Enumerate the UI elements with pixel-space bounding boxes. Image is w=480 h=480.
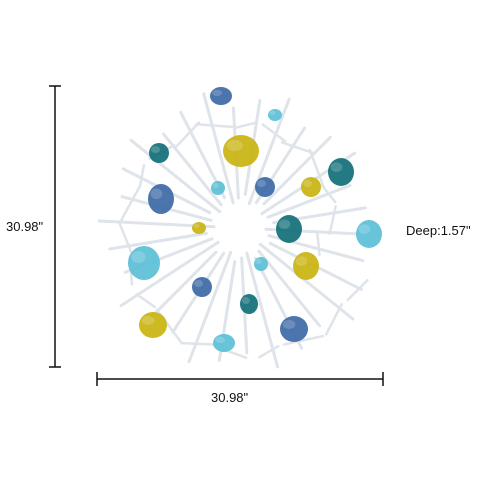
metal-spoke xyxy=(129,138,222,214)
disc-highlight xyxy=(269,110,276,115)
metal-crossbar xyxy=(180,341,217,346)
colored-disc xyxy=(213,334,235,352)
disc-highlight xyxy=(212,183,219,188)
metal-crossbar xyxy=(233,121,258,130)
disc-highlight xyxy=(358,224,371,235)
metal-crossbar xyxy=(261,123,287,143)
colored-disc xyxy=(210,87,232,105)
metal-crossbar xyxy=(346,278,369,302)
metal-spoke xyxy=(262,135,332,206)
height-label: 30.98" xyxy=(6,219,44,234)
disc-highlight xyxy=(282,319,296,330)
metal-spoke xyxy=(257,249,322,328)
colored-disc xyxy=(223,135,259,167)
depth-label: Deep:1.57" xyxy=(406,223,471,238)
colored-disc xyxy=(149,143,169,163)
metal-spoke xyxy=(202,92,235,205)
colored-disc xyxy=(139,312,167,338)
metal-spoke xyxy=(266,183,352,219)
colored-disc xyxy=(211,181,225,195)
width-label: 30.98" xyxy=(211,390,249,405)
colored-disc xyxy=(301,177,321,197)
colored-disc xyxy=(276,215,302,243)
disc-highlight xyxy=(212,89,223,96)
height-dimension-line xyxy=(49,85,61,368)
colored-disc xyxy=(356,220,382,248)
metal-crossbar xyxy=(316,231,321,257)
colored-disc xyxy=(148,184,174,214)
disc-highlight xyxy=(255,259,262,264)
metal-spoke xyxy=(258,242,355,321)
metal-crossbar xyxy=(320,183,337,204)
metal-spoke xyxy=(245,251,280,369)
disc-highlight xyxy=(257,180,266,187)
metal-crossbar xyxy=(308,148,326,189)
colored-disc xyxy=(255,177,275,197)
metal-crossbar xyxy=(118,186,141,225)
disc-highlight xyxy=(241,297,250,304)
colored-disc xyxy=(240,294,258,314)
metal-crossbar xyxy=(174,121,201,149)
colored-disc-group xyxy=(128,87,382,352)
disc-highlight xyxy=(278,219,291,230)
disc-highlight xyxy=(193,223,200,228)
metal-crossbar xyxy=(280,141,316,155)
metal-crossbar xyxy=(135,293,156,309)
colored-disc xyxy=(268,109,282,121)
disc-highlight xyxy=(151,146,160,153)
colored-disc xyxy=(293,252,319,280)
metal-crossbar xyxy=(324,302,343,336)
metal-crossbar xyxy=(282,334,325,346)
disc-highlight xyxy=(215,336,226,343)
colored-disc xyxy=(192,277,212,297)
colored-disc xyxy=(254,257,268,271)
disc-highlight xyxy=(330,162,343,173)
metal-crossbar xyxy=(258,344,280,359)
disc-highlight xyxy=(303,180,312,187)
metal-crossbar xyxy=(328,205,337,235)
disc-highlight xyxy=(226,139,243,151)
disc-highlight xyxy=(295,256,308,266)
metal-crossbar xyxy=(138,164,146,189)
disc-highlight xyxy=(131,251,146,263)
metal-crossbar xyxy=(117,220,134,255)
metal-spoke xyxy=(108,231,208,251)
disc-highlight xyxy=(150,188,163,199)
colored-disc xyxy=(128,246,160,280)
metal-crossbar xyxy=(195,123,238,129)
colored-disc xyxy=(280,316,308,342)
width-dimension-line xyxy=(96,372,384,386)
colored-disc xyxy=(328,158,354,186)
disc-highlight xyxy=(141,315,155,326)
colored-disc xyxy=(192,222,206,234)
disc-highlight xyxy=(194,280,203,287)
